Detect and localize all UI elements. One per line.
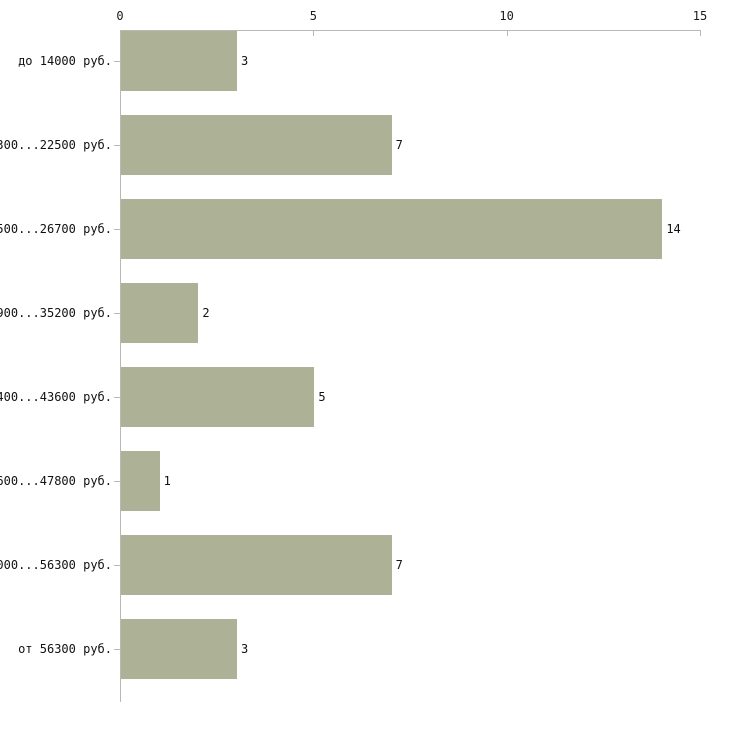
x-axis-tick-label: 10 <box>499 9 514 23</box>
y-axis-tick <box>114 649 120 650</box>
y-axis-tick <box>114 145 120 146</box>
y-axis-tick <box>114 313 120 314</box>
y-axis-category-label: 30900...35200 руб. <box>0 306 112 320</box>
x-axis-tick <box>313 30 315 36</box>
x-axis-line <box>120 30 700 31</box>
y-axis-tick <box>114 61 120 62</box>
bar-value-label: 1 <box>163 474 171 488</box>
bar[interactable] <box>121 31 237 91</box>
bar-value-label: 14 <box>666 222 681 236</box>
bar-value-label: 3 <box>241 54 249 68</box>
y-axis-category-label: до 14000 руб. <box>18 54 112 68</box>
bar[interactable] <box>121 199 663 259</box>
y-axis-category-label: 43600...47800 руб. <box>0 474 112 488</box>
bar-value-label: 5 <box>318 390 326 404</box>
bar[interactable] <box>121 367 315 427</box>
bar[interactable] <box>121 283 199 343</box>
x-axis-tick <box>700 30 701 36</box>
y-axis-category-label: 39400...43600 руб. <box>0 390 112 404</box>
bar[interactable] <box>121 535 392 595</box>
x-axis-tick-label: 15 <box>692 9 708 23</box>
y-axis-category-label: 18300...22500 руб. <box>0 138 112 152</box>
bar-value-label: 2 <box>202 306 210 320</box>
y-axis-category-label: 52000...56300 руб. <box>0 558 112 572</box>
y-axis-line <box>120 30 121 702</box>
bar[interactable] <box>121 115 392 175</box>
y-axis-tick <box>114 397 120 398</box>
bar[interactable] <box>121 619 237 679</box>
x-axis-tick <box>506 30 508 36</box>
x-axis-tick-label: 0 <box>116 9 124 23</box>
bar[interactable] <box>121 451 160 511</box>
bar-value-label: 7 <box>395 558 403 572</box>
y-axis-category-label: от 56300 руб. <box>18 642 112 656</box>
y-axis-tick <box>114 565 120 566</box>
y-axis-tick <box>114 481 120 482</box>
bar-value-label: 3 <box>241 642 249 656</box>
bar-value-label: 7 <box>395 138 403 152</box>
y-axis-category-label: 22500...26700 руб. <box>0 222 112 236</box>
y-axis-tick <box>114 229 120 230</box>
x-axis-tick-label: 5 <box>309 9 317 23</box>
